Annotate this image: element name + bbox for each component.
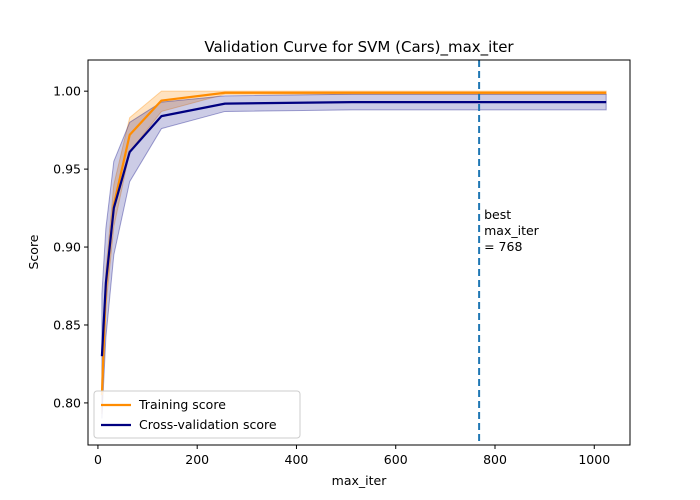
annotation-line: best [484,207,511,222]
x-tick-label: 0 [94,452,102,467]
x-tick-label: 200 [185,452,209,467]
x-axis-label: max_iter [332,473,388,488]
plot-area [100,60,607,445]
y-tick-label: 0.95 [53,162,81,177]
y-axis-label: Score [26,234,41,269]
x-tick-label: 800 [483,452,507,467]
y-tick-label: 0.85 [53,317,81,332]
y-tick-label: 0.90 [53,240,81,255]
legend: Training score Cross-validation score [93,390,301,439]
band-series-0 [101,90,607,414]
y-axis: 0.80 0.85 0.90 0.95 1.00 [53,84,88,410]
legend-box [93,390,301,439]
plot-frame [87,59,631,446]
x-axis: 0 200 400 600 800 1000 [94,445,610,467]
chart-title: Validation Curve for SVM (Cars)_max_iter [204,38,514,57]
y-tick-label: 1.00 [53,84,81,99]
x-tick-label: 1000 [578,452,610,467]
annotation-line: max_iter [484,223,540,238]
x-tick-label: 600 [384,452,408,467]
band-series-1 [101,93,607,419]
y-tick-label: 0.80 [53,395,81,410]
line-series-0 [100,91,607,396]
x-tick-label: 400 [285,452,309,467]
legend-label-cross-validation: Cross-validation score [139,417,277,432]
legend-label-training: Training score [138,397,226,412]
annotation-line: = 768 [484,239,522,254]
line-series-1 [100,100,607,357]
